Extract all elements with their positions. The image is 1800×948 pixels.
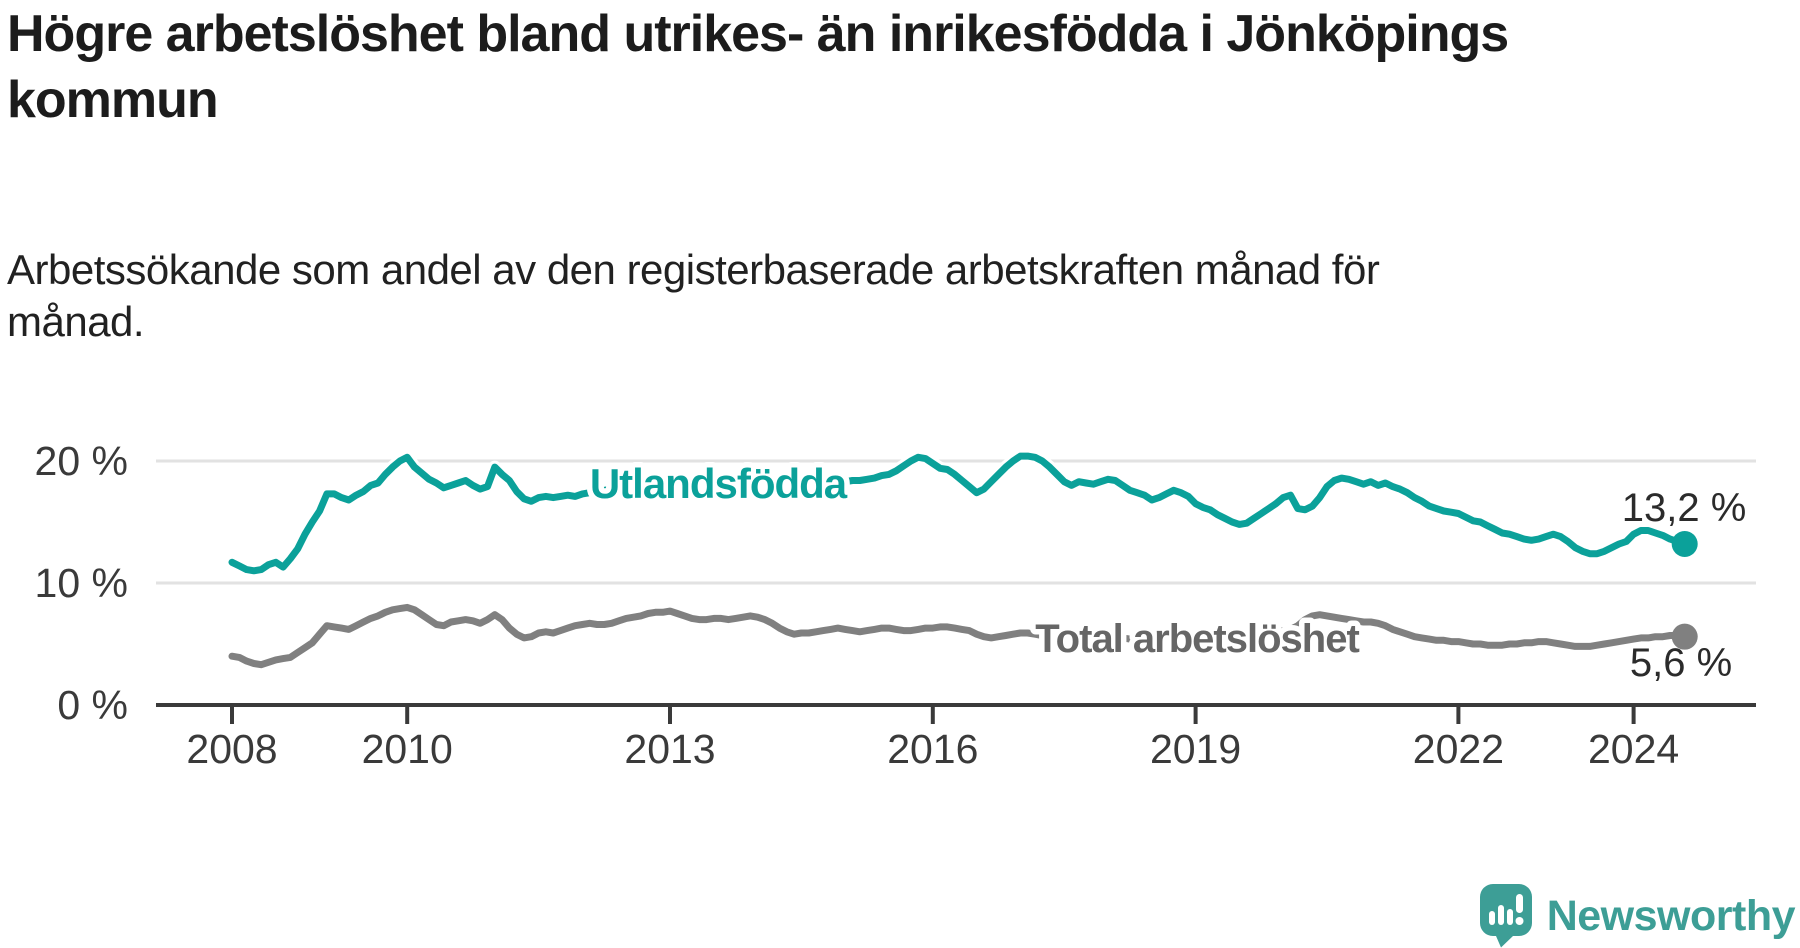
page-title: Högre arbetslöshet bland utrikes- än inr… [7, 5, 1509, 129]
newsworthy-logo-text: Newsworthy [1546, 891, 1796, 940]
y-axis-label-0pct: 0 % [57, 682, 128, 728]
series-label-utlandsfodda: Utlandsfödda [590, 460, 848, 507]
end-value-label-total: 5,6 % [1630, 641, 1732, 685]
series-end-dot-utlandsfodda [1671, 530, 1698, 557]
series-label-total: Total arbetslöshet [1035, 617, 1359, 661]
end-value-label-utlandsfodda: 13,2 % [1622, 486, 1747, 530]
chart-subtitle: Arbetssökande som andel av den registerb… [7, 244, 1380, 348]
y-axis-label-20pct: 20 % [35, 438, 128, 484]
subtitle-line-2: månad. [7, 298, 145, 346]
newsworthy-logo-icon [1479, 884, 1532, 948]
x-axis-label-2024: 2024 [1588, 726, 1679, 772]
x-axis-label-2008: 2008 [186, 726, 277, 772]
series-line-total [228, 603, 1689, 669]
subtitle-line-1: Arbetssökande som andel av den registerb… [7, 246, 1380, 293]
x-axis-label-2016: 2016 [887, 726, 978, 772]
newsworthy-logo: Newsworthy [1479, 884, 1796, 948]
series-end-dot-total [1671, 623, 1698, 650]
series-halo-total [225, 600, 1692, 672]
x-axis-label-2022: 2022 [1413, 726, 1504, 772]
series-line-utlandsfodda [228, 452, 1689, 575]
x-axis-label-2010: 2010 [362, 726, 453, 772]
x-axis-label-2013: 2013 [624, 726, 715, 772]
x-axis-label-2019: 2019 [1150, 726, 1241, 772]
y-axis-label-10pct: 10 % [35, 560, 128, 606]
